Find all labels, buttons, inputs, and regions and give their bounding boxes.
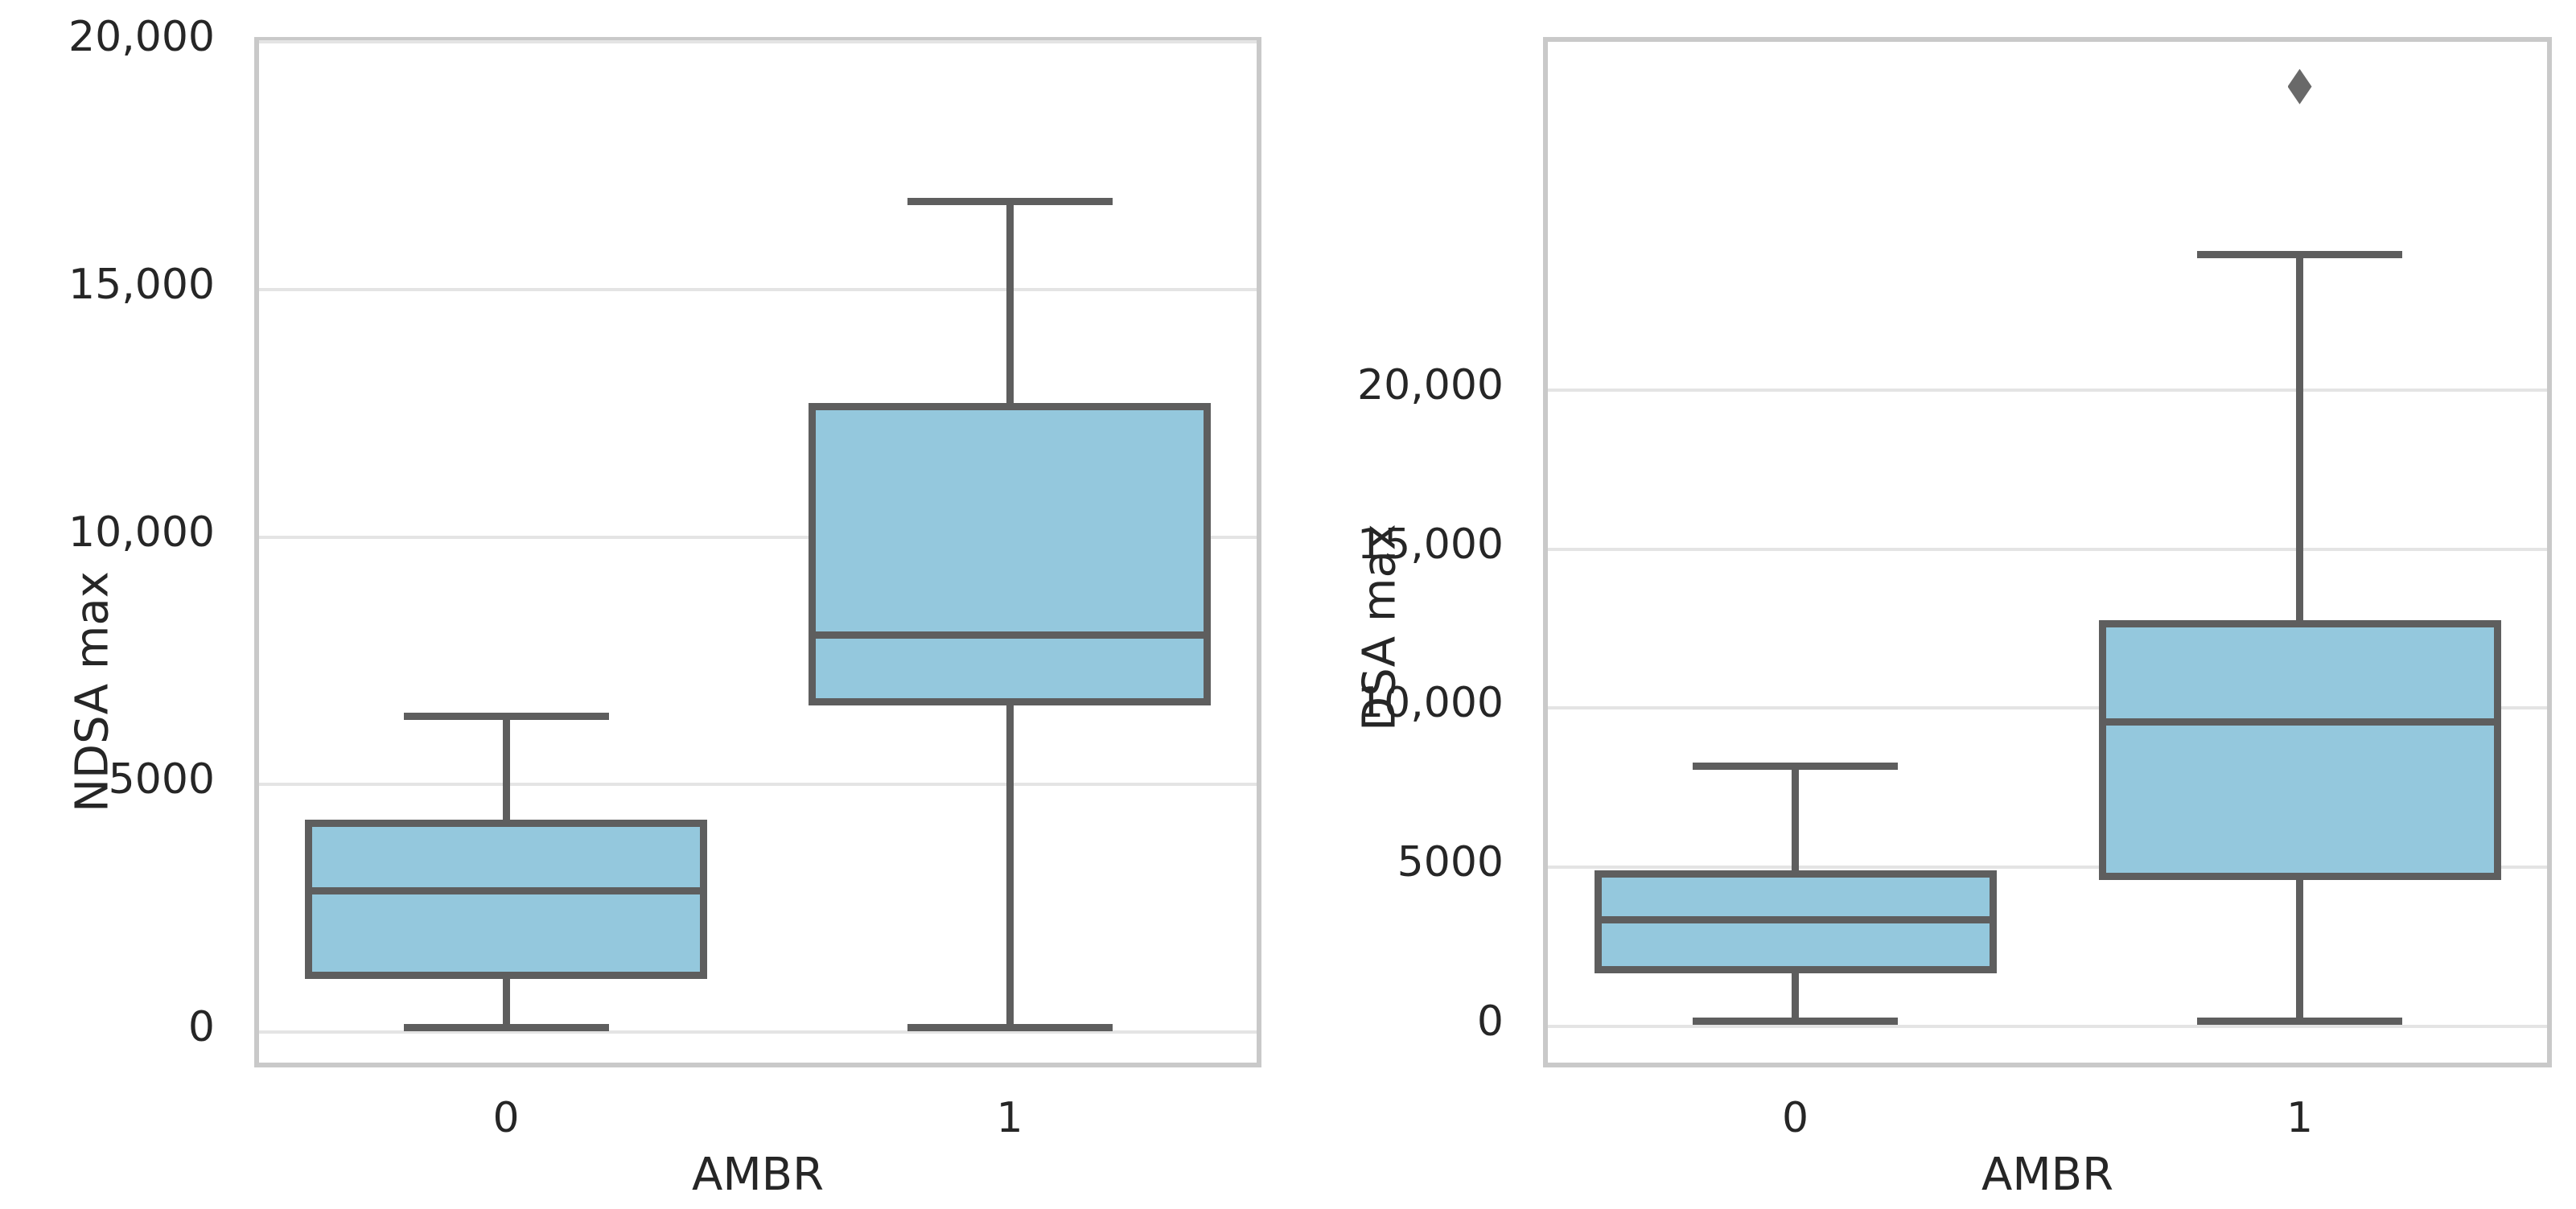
- whisker-lower: [1792, 969, 1799, 1022]
- whisker-lower: [2296, 876, 2303, 1022]
- whisker-upper: [2296, 254, 2303, 624]
- whisker-cap-lower: [1693, 1018, 1898, 1026]
- gridline-y-5000: [1548, 865, 2547, 869]
- y-tick-label: 15,000: [1357, 520, 1504, 569]
- y-tick-label: 10,000: [68, 508, 215, 557]
- gridline-y-10000: [259, 535, 1257, 539]
- gridline-y-15000: [1548, 547, 2547, 551]
- gridline-y-20000: [1548, 388, 2547, 392]
- whisker-cap-upper: [1693, 762, 1898, 770]
- whisker-cap-lower: [403, 1023, 609, 1031]
- x-tick-label-category-1: 1: [996, 1094, 1023, 1142]
- y-tick-label: 5000: [108, 755, 215, 804]
- x-tick-label-category-0: 0: [492, 1094, 520, 1142]
- whisker-upper: [1006, 201, 1014, 407]
- whisker-lower: [502, 975, 510, 1028]
- box-category-0: [305, 820, 707, 979]
- gridline-y-15000: [259, 287, 1257, 291]
- y-tick-label: 10,000: [1357, 679, 1504, 728]
- y-tick-label: 0: [1476, 997, 1504, 1046]
- x-axis-label-ambr-right: AMBR: [1981, 1149, 2113, 1201]
- gridline-y-10000: [1548, 706, 2547, 710]
- gridline-y-20000: [259, 40, 1257, 43]
- y-tick-label: 5000: [1397, 837, 1504, 886]
- median-line: [1601, 916, 1990, 924]
- median-line: [2105, 718, 2494, 726]
- y-tick-label: 15,000: [68, 260, 215, 309]
- gridline-y-0: [259, 1030, 1257, 1034]
- y-tick-label: 20,000: [68, 13, 215, 61]
- whisker-cap-lower: [2197, 1018, 2402, 1026]
- whisker-cap-upper: [403, 713, 609, 721]
- whisker-upper: [1792, 766, 1799, 874]
- box-category-1: [2098, 619, 2501, 881]
- median-line: [312, 886, 700, 894]
- median-line: [816, 631, 1204, 639]
- box-category-1: [809, 403, 1211, 705]
- whisker-cap-upper: [907, 197, 1113, 205]
- whisker-cap-upper: [2197, 250, 2402, 258]
- y-tick-label: 20,000: [1357, 360, 1504, 409]
- gridline-y-5000: [259, 783, 1257, 787]
- x-tick-label-category-1: 1: [2286, 1094, 2314, 1142]
- y-tick-label: 0: [187, 1003, 215, 1052]
- whisker-lower: [1006, 701, 1014, 1028]
- whisker-upper: [502, 716, 510, 824]
- gridline-y-0: [1548, 1024, 2547, 1028]
- x-axis-label-ambr-left: AMBR: [692, 1149, 824, 1201]
- x-tick-label-category-0: 0: [1781, 1094, 1809, 1142]
- whisker-cap-lower: [907, 1023, 1113, 1031]
